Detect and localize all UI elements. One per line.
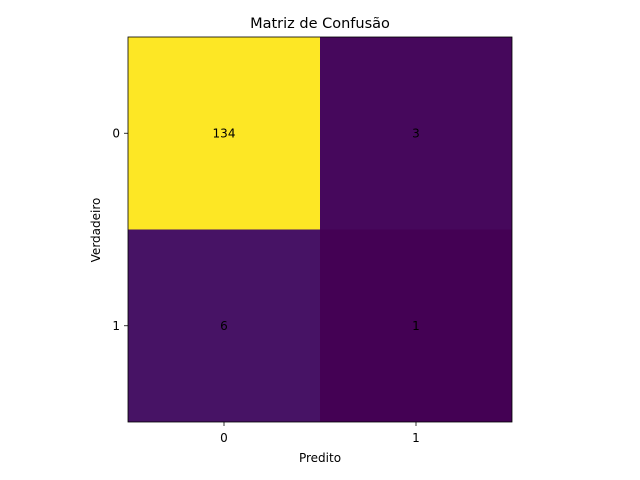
heatmap-cell-1-0: [128, 229, 320, 422]
x-tick-label-0: 0: [220, 431, 228, 445]
y-tick-label-1: 1: [112, 319, 120, 333]
y-tick-label-0: 0: [112, 126, 120, 140]
y-axis-ticks: 01: [112, 126, 128, 333]
chart-title: Matriz de Confusão: [250, 16, 390, 32]
heatmap-cell-1-1: [320, 229, 512, 422]
cell-value-label-1-1: 1: [412, 319, 420, 333]
plot-frame: [127, 36, 513, 423]
cell-value-label-0-1: 3: [412, 126, 420, 140]
cell-value-label-0-0: 134: [213, 126, 236, 140]
heatmap-cell-0-1: [320, 37, 512, 230]
y-axis-label: Verdadeiro: [89, 198, 103, 263]
x-tick-label-1: 1: [412, 431, 420, 445]
cell-value-label-1-0: 6: [220, 319, 228, 333]
x-axis-label: Predito: [299, 451, 341, 465]
heatmap-cell-0-0: [128, 37, 320, 230]
heatmap-cells: 134 3 6 1: [128, 37, 512, 422]
